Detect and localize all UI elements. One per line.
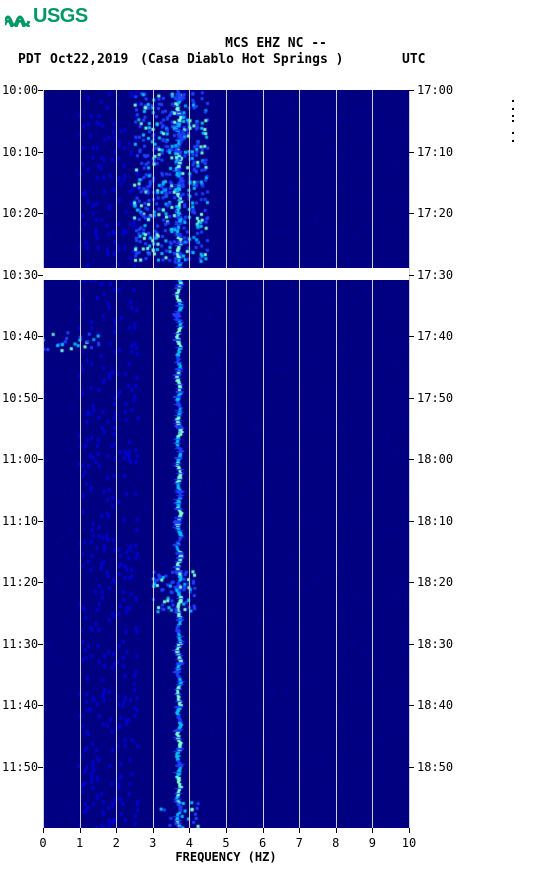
tick-mark xyxy=(38,398,43,399)
y-tick-left: 11:30 xyxy=(2,637,38,651)
y-tick-right: 18:20 xyxy=(417,575,453,589)
tick-mark xyxy=(409,336,414,337)
y-tick-right: 18:00 xyxy=(417,452,453,466)
y-tick-right: 18:40 xyxy=(417,698,453,712)
x-tick: 5 xyxy=(222,836,229,850)
x-tick: 10 xyxy=(402,836,416,850)
y-tick-left: 10:40 xyxy=(2,329,38,343)
event-marker-strip xyxy=(512,90,514,828)
tick-mark xyxy=(38,705,43,706)
y-tick-left: 10:20 xyxy=(2,206,38,220)
tick-mark xyxy=(43,828,44,833)
tick-mark xyxy=(38,582,43,583)
y-tick-left: 11:50 xyxy=(2,760,38,774)
tick-mark xyxy=(38,767,43,768)
event-dot xyxy=(512,120,514,122)
tick-mark xyxy=(38,459,43,460)
y-tick-right: 18:30 xyxy=(417,637,453,651)
usgs-wave-icon xyxy=(5,7,31,27)
y-tick-right: 17:10 xyxy=(417,145,453,159)
tick-mark xyxy=(409,459,414,460)
y-tick-left: 11:20 xyxy=(2,575,38,589)
event-dot xyxy=(512,108,514,110)
tick-mark xyxy=(409,705,414,706)
event-dot xyxy=(512,115,514,117)
tick-mark xyxy=(409,644,414,645)
tick-mark xyxy=(409,213,414,214)
tick-mark xyxy=(226,828,227,833)
tick-mark xyxy=(372,828,373,833)
location-label: (Casa Diablo Hot Springs ) xyxy=(140,52,344,67)
tick-mark xyxy=(38,152,43,153)
x-tick: 2 xyxy=(113,836,120,850)
y-tick-right: 17:20 xyxy=(417,206,453,220)
tick-mark xyxy=(38,90,43,91)
x-tick: 7 xyxy=(296,836,303,850)
grid-line-v xyxy=(226,90,227,828)
usgs-text: USGS xyxy=(33,5,88,28)
y-tick-right: 18:10 xyxy=(417,514,453,528)
spectrogram-chart xyxy=(43,90,409,828)
grid-line-v xyxy=(43,90,44,828)
tick-mark xyxy=(299,828,300,833)
x-tick: 6 xyxy=(259,836,266,850)
tick-mark xyxy=(409,521,414,522)
event-dot xyxy=(512,132,514,134)
event-dot xyxy=(512,100,514,102)
tick-mark xyxy=(38,213,43,214)
x-axis-label: FREQUENCY (HZ) xyxy=(175,850,276,864)
tick-mark xyxy=(336,828,337,833)
tick-mark xyxy=(189,828,190,833)
data-gap xyxy=(43,268,409,280)
grid-line-v xyxy=(263,90,264,828)
grid-line-v xyxy=(372,90,373,828)
y-tick-left: 11:40 xyxy=(2,698,38,712)
y-tick-right: 17:40 xyxy=(417,329,453,343)
y-tick-right: 17:30 xyxy=(417,268,453,282)
x-tick: 8 xyxy=(332,836,339,850)
y-tick-left: 11:00 xyxy=(2,452,38,466)
y-tick-left: 10:10 xyxy=(2,145,38,159)
x-tick: 4 xyxy=(186,836,193,850)
grid-line-v xyxy=(116,90,117,828)
grid-line-v xyxy=(153,90,154,828)
tick-mark xyxy=(409,275,414,276)
y-tick-left: 10:00 xyxy=(2,83,38,97)
tick-mark xyxy=(409,828,410,833)
grid-line-v xyxy=(80,90,81,828)
tick-mark xyxy=(409,152,414,153)
chart-title: MCS EHZ NC -- xyxy=(0,36,552,51)
pdt-label: PDT xyxy=(18,52,41,67)
grid-line-v xyxy=(189,90,190,828)
x-tick: 9 xyxy=(369,836,376,850)
tick-mark xyxy=(153,828,154,833)
y-tick-left: 10:30 xyxy=(2,268,38,282)
tick-mark xyxy=(409,398,414,399)
tick-mark xyxy=(409,582,414,583)
tick-mark xyxy=(38,521,43,522)
usgs-logo: USGS xyxy=(5,5,88,28)
tick-mark xyxy=(263,828,264,833)
tick-mark xyxy=(409,90,414,91)
tick-mark xyxy=(38,275,43,276)
tick-mark xyxy=(38,644,43,645)
y-tick-left: 10:50 xyxy=(2,391,38,405)
utc-label: UTC xyxy=(402,52,425,67)
y-tick-left: 11:10 xyxy=(2,514,38,528)
event-dot xyxy=(512,140,514,142)
tick-mark xyxy=(38,336,43,337)
grid-line-v xyxy=(299,90,300,828)
y-tick-right: 17:00 xyxy=(417,83,453,97)
x-tick: 1 xyxy=(76,836,83,850)
x-tick: 0 xyxy=(39,836,46,850)
y-tick-right: 18:50 xyxy=(417,760,453,774)
tick-mark xyxy=(80,828,81,833)
date-label: Oct22,2019 xyxy=(50,52,128,67)
y-tick-right: 17:50 xyxy=(417,391,453,405)
x-tick: 3 xyxy=(149,836,156,850)
tick-mark xyxy=(409,767,414,768)
tick-mark xyxy=(116,828,117,833)
grid-line-v xyxy=(336,90,337,828)
